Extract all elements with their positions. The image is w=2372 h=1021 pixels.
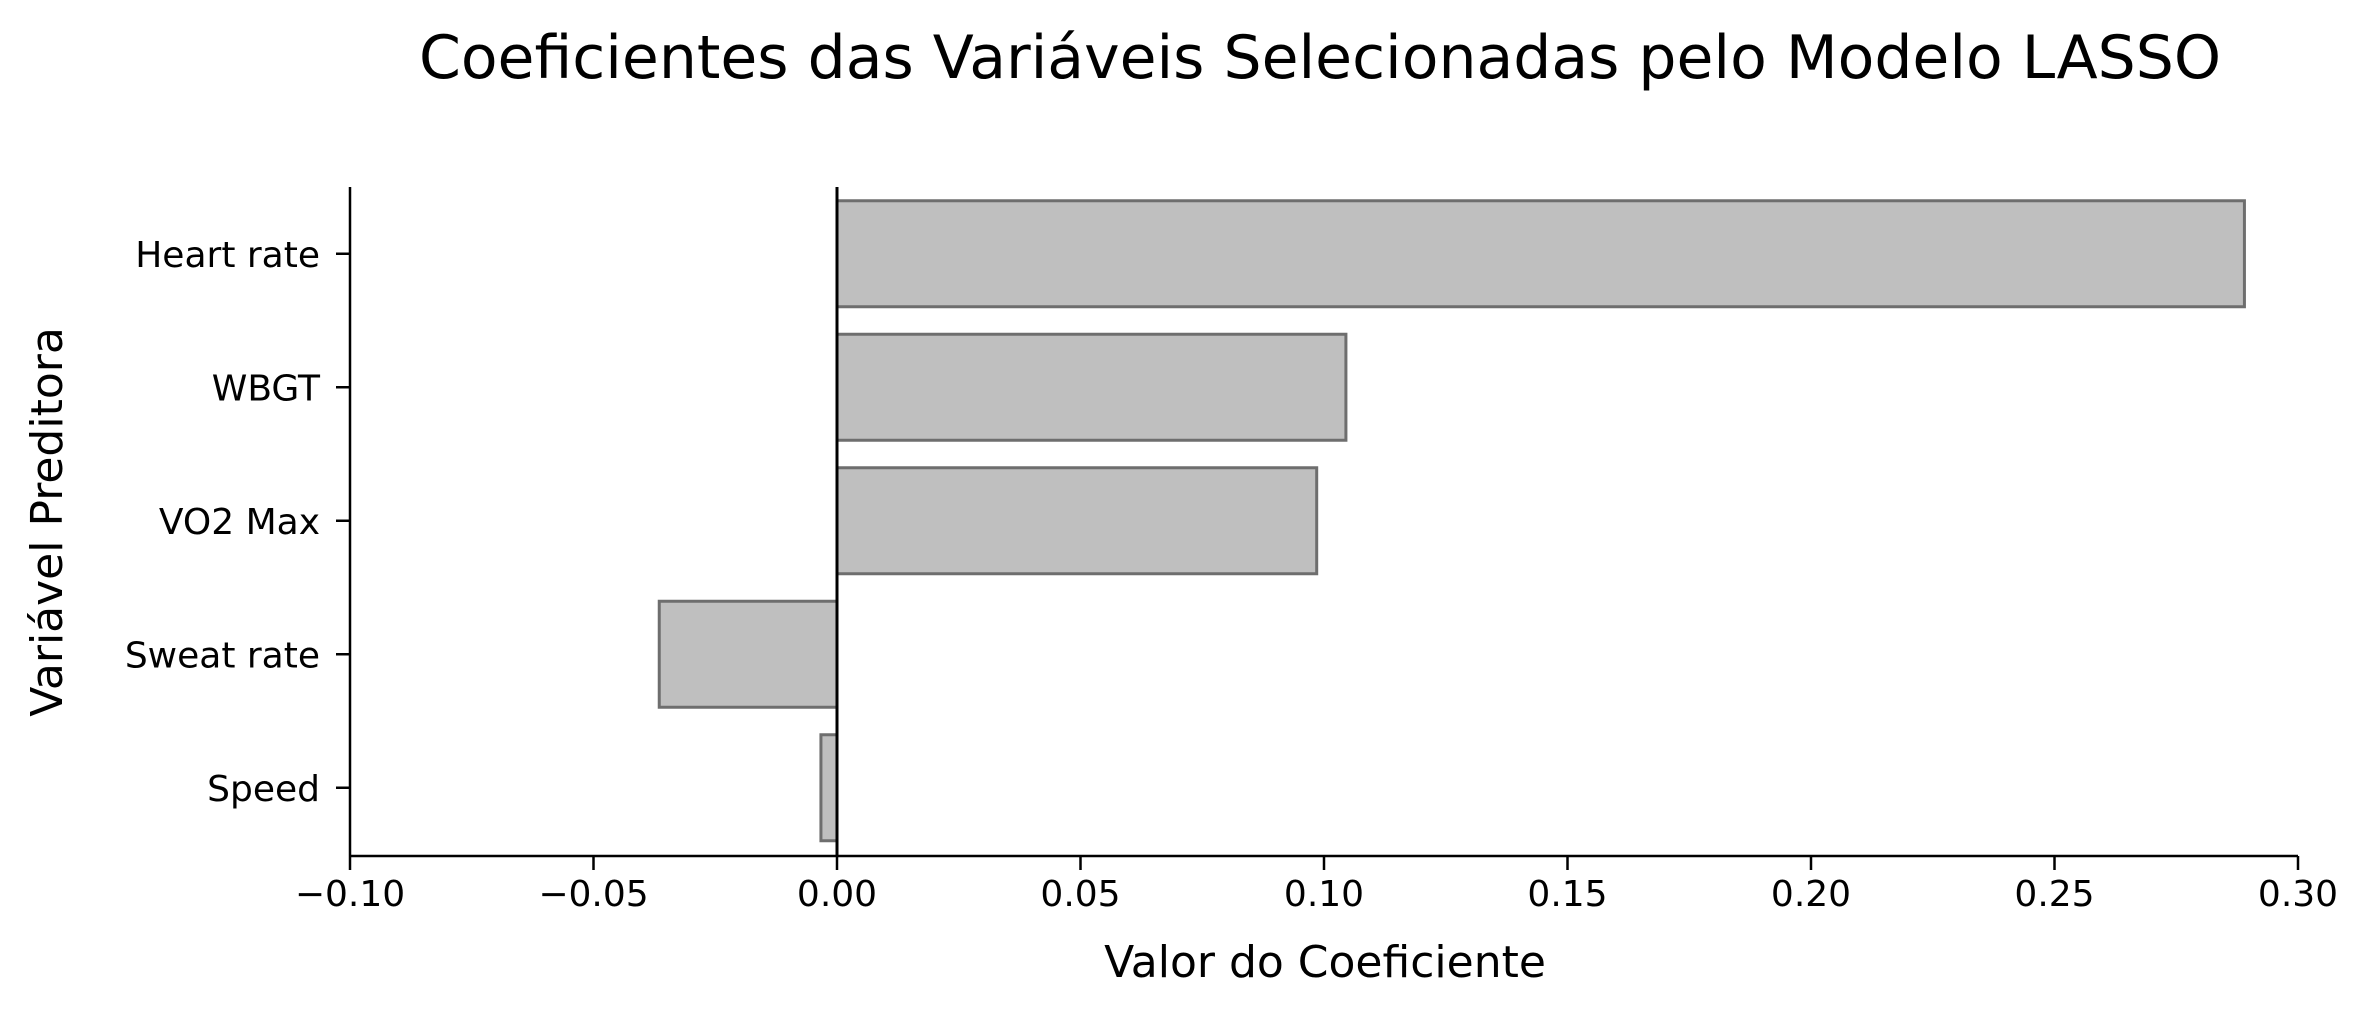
y-tick-label: VO2 Max [159, 502, 320, 543]
x-tick-label: 0.20 [1771, 874, 1851, 915]
x-tick-label: 0.05 [1040, 874, 1120, 915]
x-tick-label: 0.15 [1527, 874, 1607, 915]
bar-vo2-max [835, 466, 1319, 576]
y-tick-label: Speed [207, 769, 320, 810]
bar-wbgt [835, 332, 1348, 442]
x-tick-label: 0.00 [797, 874, 877, 915]
chart-title: Coeficientes das Variáveis Selecionadas … [419, 23, 2221, 93]
bar-sweat-rate [657, 599, 839, 709]
y-tick-label: Heart rate [135, 235, 320, 276]
bar-heart-rate [835, 199, 2246, 309]
y-axis-label: Variável Preditora [22, 327, 73, 717]
bar-speed [819, 733, 839, 843]
ticks-layer: −0.10 −0.05 0.00 0.05 0.10 0.15 0.20 0.25 0.30 He… [125, 235, 2338, 915]
y-tick-label: Sweat rate [125, 635, 320, 676]
y-tick-label: WBGT [212, 368, 321, 409]
x-tick-label: −0.10 [295, 874, 405, 915]
x-tick-label: 0.25 [2014, 874, 2094, 915]
x-tick-label: 0.10 [1284, 874, 1364, 915]
x-axis-label: Valor do Coeficiente [1104, 937, 1546, 988]
x-tick-label: −0.05 [538, 874, 648, 915]
bars-layer [657, 199, 2246, 843]
x-tick-label: 0.30 [2258, 874, 2338, 915]
